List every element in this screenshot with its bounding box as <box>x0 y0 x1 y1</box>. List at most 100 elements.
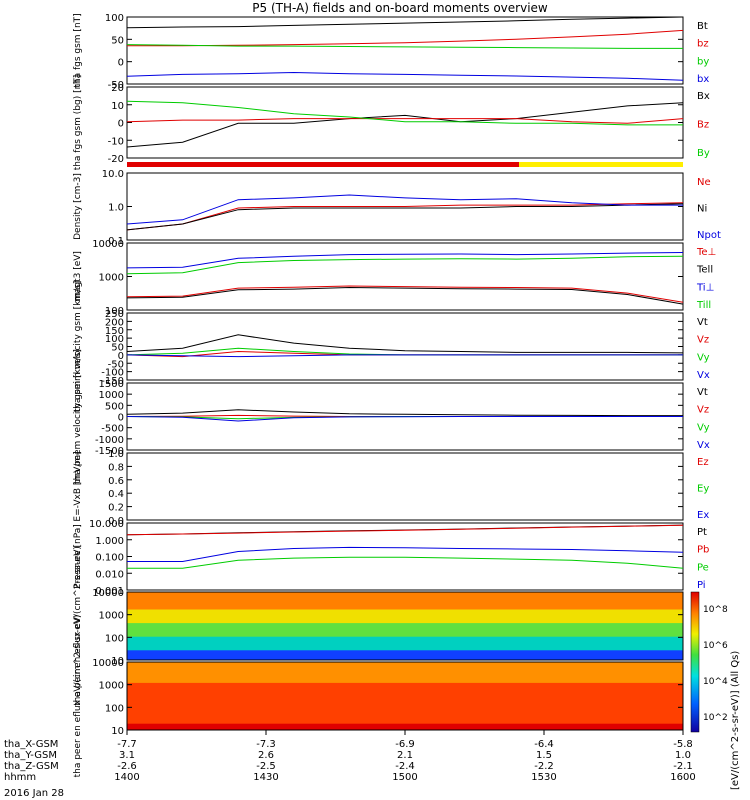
series-line-Bt <box>126 16 684 29</box>
spectrogram-band <box>127 617 683 620</box>
y-tick-label: 10000 <box>92 588 124 599</box>
y-tick-label: -100 <box>101 368 124 379</box>
spectrogram-band <box>127 668 683 671</box>
series-line-Vt <box>126 334 684 354</box>
y-tick-label: -500 <box>101 424 124 435</box>
spectrogram-band <box>127 629 683 632</box>
orbit-value: 1.5 <box>536 750 552 761</box>
spectrogram-band <box>127 714 683 717</box>
orbit-value: -2.5 <box>256 761 276 772</box>
series-line-Vt <box>126 409 683 417</box>
orbit-value: -2.4 <box>395 761 415 772</box>
spectrogram-band <box>127 632 683 635</box>
spectrogram-band <box>127 637 683 641</box>
spectrogram-band <box>127 595 683 598</box>
y-tick-label: 1000 <box>99 273 124 284</box>
legend-entry: Ey <box>697 484 709 495</box>
legend-entry: Vy <box>697 422 710 433</box>
orbit-value: -7.7 <box>117 739 137 750</box>
y-tick-label: 10 <box>111 101 124 112</box>
y-axis-label: E=-VxB [mV/m] <box>73 451 83 521</box>
orbit-value: -6.9 <box>395 739 415 750</box>
legend-entry: by <box>697 56 709 67</box>
spectrogram-band <box>127 713 683 716</box>
orbit-value: 1530 <box>531 772 556 783</box>
y-axis-label: tha fgs gsm [nT] <box>73 13 83 87</box>
y-axis-label: tha fgs gsm (bg) [nT] <box>73 75 83 171</box>
legend-entry: Vz <box>697 335 709 346</box>
y-tick-label: 1000 <box>99 611 124 622</box>
spectrogram-band <box>127 614 683 617</box>
spectrogram-band <box>127 709 683 712</box>
orbit-row-label: tha_Z-GSM <box>4 761 59 772</box>
spectrogram-band <box>127 592 683 595</box>
spectrogram-band <box>127 690 683 694</box>
spectrogram-band <box>127 706 683 709</box>
colorbar-tick-label: 10^4 <box>703 677 728 687</box>
y-tick-label: 0.8 <box>108 462 124 473</box>
y-tick-label: 0.6 <box>108 476 124 487</box>
spectrogram-band <box>127 685 683 688</box>
y-tick-label: 0.4 <box>108 489 124 500</box>
spectrogram-band <box>127 702 683 705</box>
series-line-By <box>126 100 683 126</box>
panel-frame <box>126 452 684 521</box>
y-tick-label: 150 <box>105 326 124 337</box>
spectrogram-band <box>127 639 683 642</box>
y-axis-label: Pressure [nPa] <box>73 524 83 589</box>
series-line-Bz <box>126 118 684 124</box>
orbit-value: 3.1 <box>119 750 135 761</box>
colorbar-tick-label: 10^2 <box>703 713 728 723</box>
series-line-bz <box>127 29 684 47</box>
panel-7: 1.0 0.8 0.6 0.4 0.2 0.0 E=-VxB [mV/m] Ez Ey Ex <box>73 449 709 527</box>
spectrogram-band <box>127 724 683 728</box>
y-tick-label: 50 <box>111 343 124 354</box>
spectrogram-band <box>127 626 683 629</box>
y-tick-label: 0.0 <box>108 516 124 527</box>
colorbar-label: [eV/(cm^2-s-sr-eV)] (All Qs) <box>730 651 741 790</box>
y-tick-label: 100 <box>105 703 124 714</box>
spectrogram-band <box>127 697 683 700</box>
y-tick-label: -150 <box>101 376 124 387</box>
spectrogram-band <box>127 711 683 714</box>
spectrogram-band <box>127 663 683 666</box>
spectrogram-band <box>127 627 683 630</box>
legend-entry: Pb <box>697 545 709 556</box>
spectrogram-band <box>127 718 683 721</box>
series-line-Till <box>126 255 684 275</box>
spectrogram-band <box>127 646 683 649</box>
date-label: 2016 Jan 28 <box>4 788 64 799</box>
spectrogram-band <box>127 689 683 692</box>
spectrogram-band <box>127 643 683 646</box>
series-line-Te⊥ <box>126 285 684 303</box>
series-line-Vx <box>126 416 683 422</box>
y-tick-label: -20 <box>108 154 124 165</box>
spectrogram-band <box>127 619 683 622</box>
panel-8: 10.000 1.000 0.100 0.010 0.001 Pressure [nPa]… <box>73 519 709 597</box>
spectrogram-band <box>127 653 683 656</box>
panel-1: 100 50 0 -50 tha fgs gsm [nT] Bt bz by bx <box>73 13 709 91</box>
spectrogram-band <box>127 673 683 677</box>
series-line-Ti⊥ <box>126 252 684 269</box>
legend-entry: Vz <box>697 405 709 416</box>
mode-bar-red <box>127 162 519 167</box>
legend-entry: Pe <box>697 562 709 573</box>
panel-4: 10000 1000 100 magt3 [eV] Te⊥ Tell Ti⊥ Till <box>73 239 716 317</box>
y-tick-label: 1.0 <box>108 203 124 214</box>
y-tick-label: 100 <box>105 306 124 317</box>
y-tick-label: -1500 <box>95 446 124 457</box>
legend-entry: Vt <box>697 387 708 398</box>
legend-entry: Ti⊥ <box>696 282 714 293</box>
y-axis-label: Density [cm-3] <box>73 173 83 240</box>
spectrogram-band <box>127 605 683 608</box>
legend-entry: Vx <box>697 370 710 381</box>
spectrogram-band <box>127 672 683 675</box>
spectrogram-band <box>127 654 683 658</box>
spectrogram-band <box>127 694 683 697</box>
spectrogram-band <box>127 615 683 618</box>
y-tick-label: -50 <box>108 359 124 370</box>
panel-9: 10000 1000 100 10 tha peir en eflux eV/(cm^2… <box>73 546 684 706</box>
spectrogram-band <box>127 692 683 695</box>
y-tick-label: 10.0 <box>102 169 124 180</box>
